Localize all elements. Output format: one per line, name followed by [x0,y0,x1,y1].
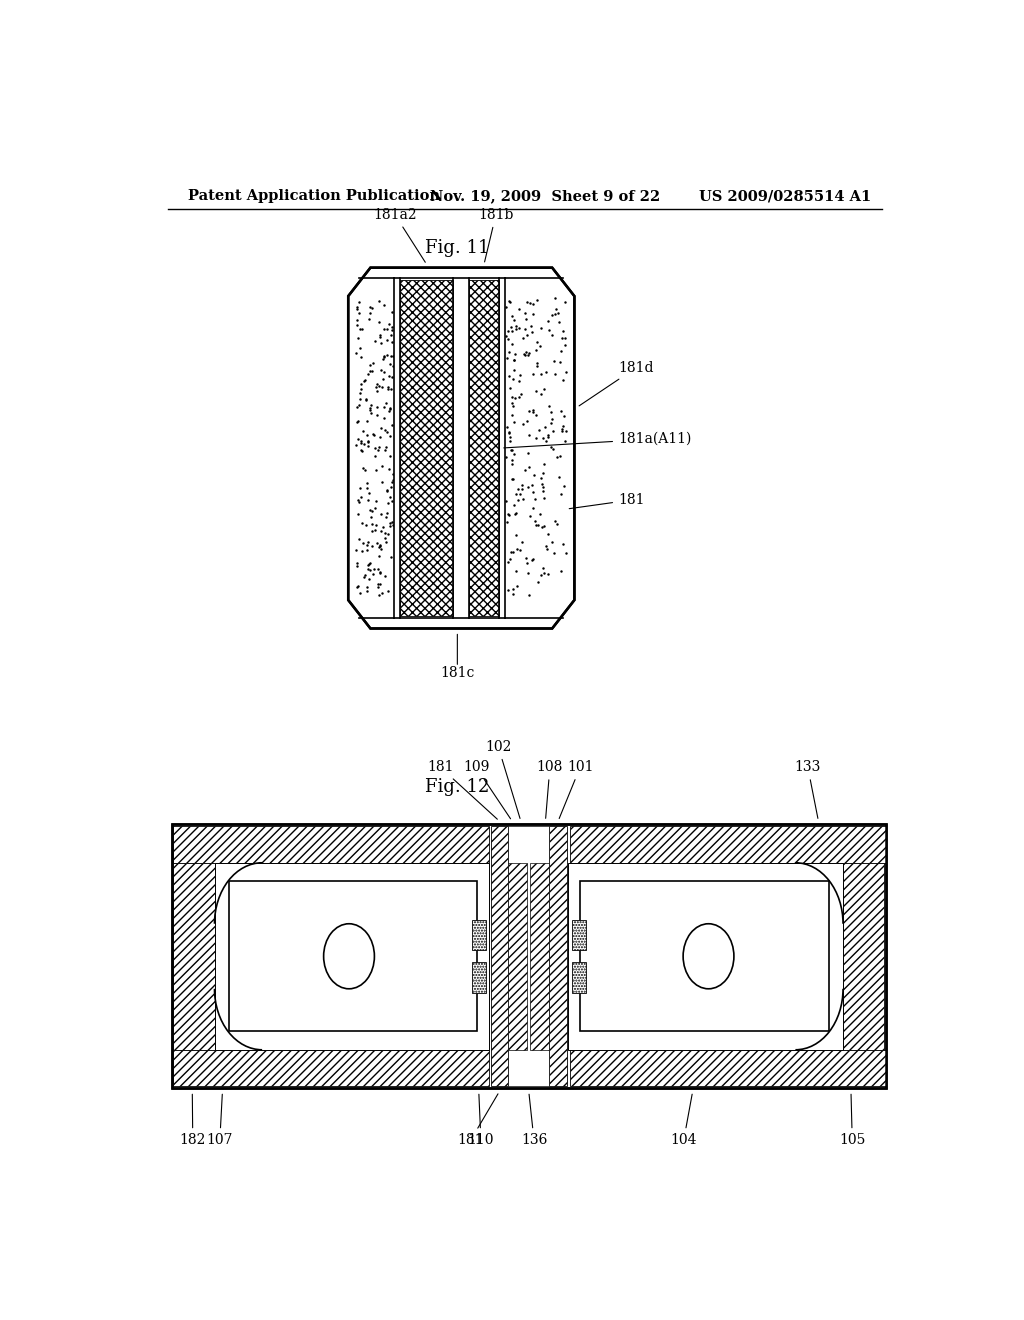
Text: 181: 181 [458,1094,498,1147]
Bar [172,824,886,1089]
Text: Nov. 19, 2009  Sheet 9 of 22: Nov. 19, 2009 Sheet 9 of 22 [430,189,659,203]
Text: 109: 109 [463,760,511,818]
Text: 181a2: 181a2 [373,207,425,263]
Bar [173,863,214,1049]
Bar [571,920,586,950]
Bar [570,1049,886,1086]
Text: 136: 136 [521,1094,547,1147]
Text: 101: 101 [559,760,593,818]
Bar [508,826,550,1086]
Text: 102: 102 [485,741,520,818]
Bar [570,826,886,863]
Bar [490,826,508,1086]
Bar [508,863,527,1049]
Bar [550,826,567,1086]
Bar [469,280,499,616]
Text: 110: 110 [468,1094,495,1147]
Bar [530,863,550,1049]
Bar [173,826,489,863]
Text: 181: 181 [427,760,498,820]
Bar [568,863,843,1049]
Text: Fig. 11: Fig. 11 [425,239,489,257]
Bar [581,880,828,1031]
Text: 181d: 181d [580,360,653,405]
Bar [843,863,885,1049]
Bar [228,880,477,1031]
Text: 107: 107 [207,1094,233,1147]
Bar [172,824,886,1089]
Text: Fig. 12: Fig. 12 [425,777,489,796]
Circle shape [324,924,375,989]
Text: US 2009/0285514 A1: US 2009/0285514 A1 [699,189,871,203]
Bar [173,1049,489,1086]
Text: 181: 181 [569,492,644,508]
Text: 182: 182 [179,1094,206,1147]
Text: 133: 133 [795,760,821,818]
Bar [472,962,486,993]
Text: 181c: 181c [440,667,474,680]
Text: 181a(A11): 181a(A11) [504,432,691,447]
Text: Patent Application Publication: Patent Application Publication [187,189,439,203]
Circle shape [683,924,734,989]
Bar [400,280,454,616]
Text: 108: 108 [537,760,563,818]
Bar [571,962,586,993]
Text: 104: 104 [671,1094,697,1147]
Polygon shape [348,268,574,628]
Bar [394,277,505,618]
Bar [472,920,486,950]
Text: 105: 105 [839,1094,865,1147]
Bar [214,863,489,1049]
Text: 181b: 181b [478,207,513,261]
